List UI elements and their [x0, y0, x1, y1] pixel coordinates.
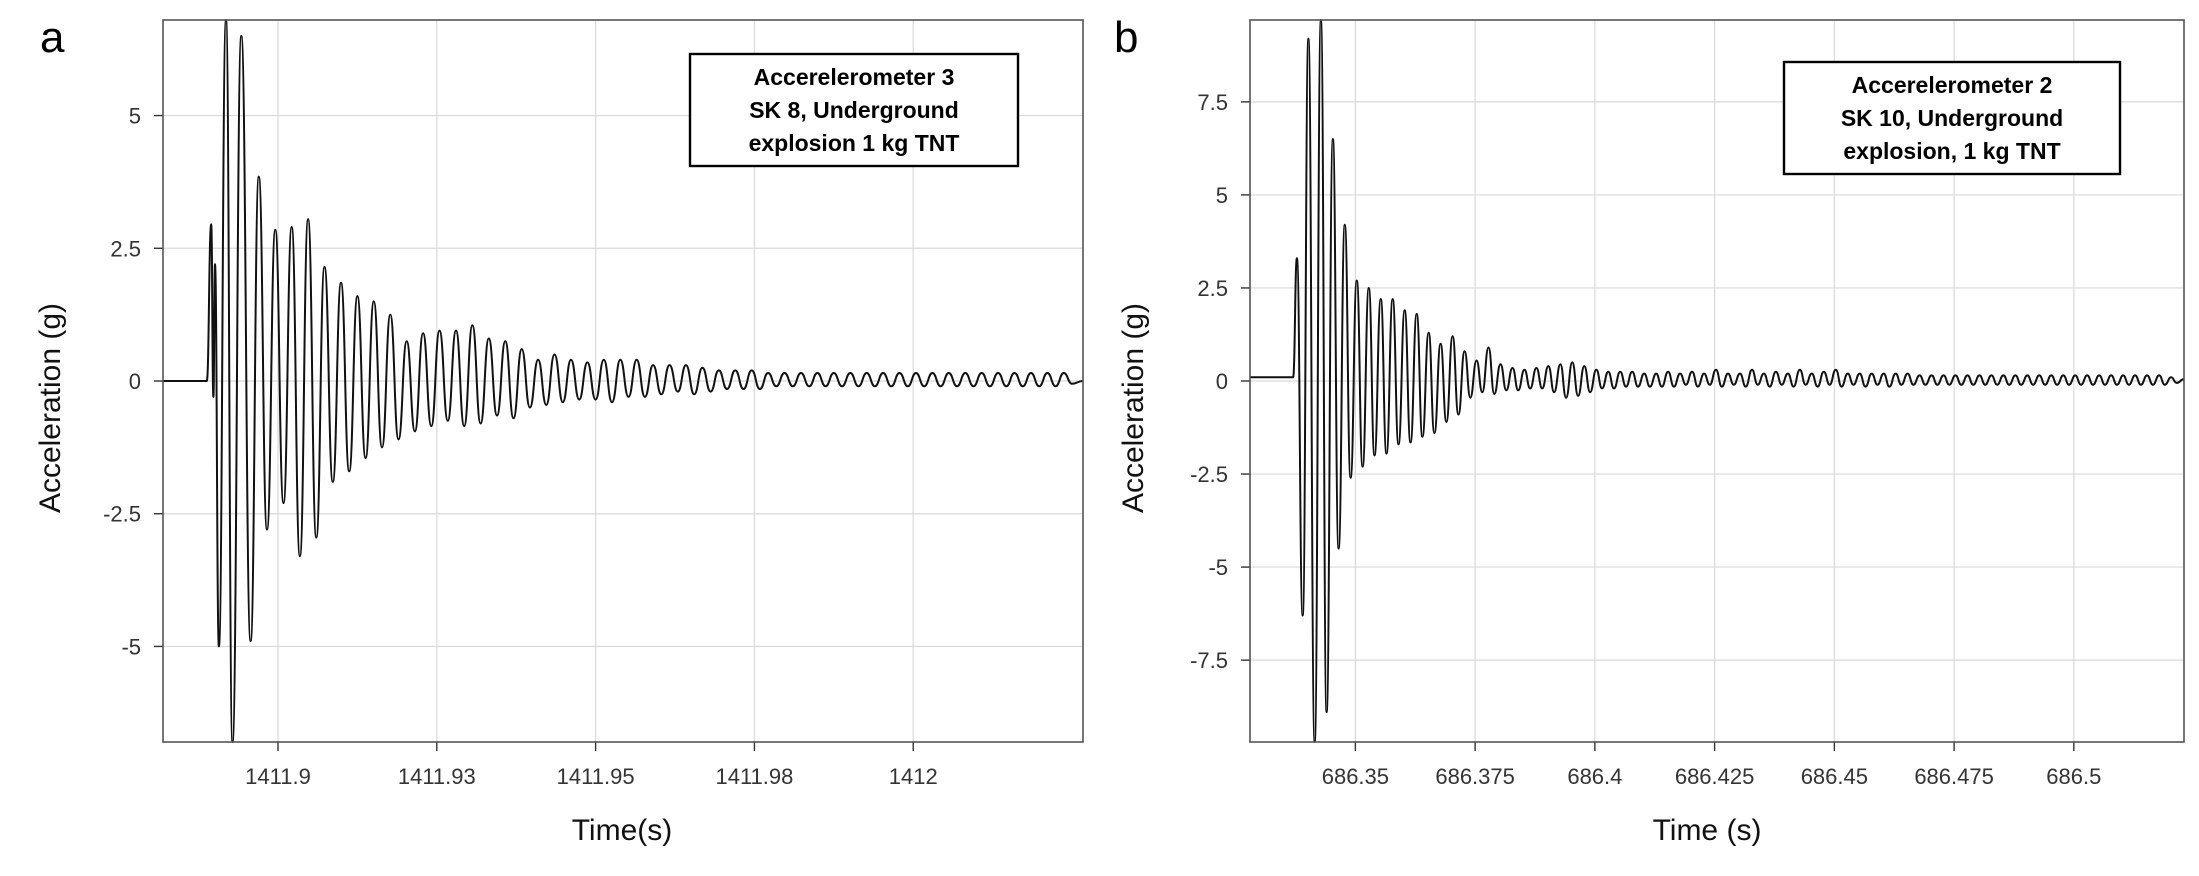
legend-line-a-3: explosion 1 kg TNT [749, 130, 960, 156]
x-tick-label-a-3: 1411.98 [715, 764, 793, 789]
y-tick-label-b-5: -5 [1208, 555, 1228, 580]
x-tick-label-a-4: 1412 [889, 764, 938, 789]
y-tick-label-b-0: 7.5 [1197, 90, 1228, 115]
y-tick-label-a-1: 2.5 [110, 236, 141, 261]
x-tick-label-a-2: 1411.95 [557, 764, 635, 789]
y-ticks-a: 5 2.5 0 -2.5 -5 [103, 104, 163, 659]
legend-line-b-3: explosion, 1 kg TNT [1843, 138, 2060, 164]
x-tick-label-b-6: 686.5 [2046, 764, 2101, 789]
y-tick-label-a-2: 0 [129, 369, 141, 394]
y-tick-label-b-3: 0 [1216, 369, 1228, 394]
grid-lines-b [1250, 20, 2184, 742]
legend-frame-a [688, 52, 1020, 168]
legend-line-a-1: Accerelerometer 3 [754, 64, 955, 90]
legend-box-b: Accerelerometer 2 SK 10, Underground exp… [1782, 60, 2122, 176]
y-tick-label-b-4: -2.5 [1190, 462, 1228, 487]
x-tick-label-b-4: 686.45 [1801, 764, 1868, 789]
x-ticks-a: 1411.9 1411.93 1411.95 1411.98 1412 [245, 742, 938, 789]
legend-box-a: Accerelerometer 3 SK 8, Underground expl… [688, 52, 1020, 168]
y-axis-title-a: Acceleration (g) [34, 303, 67, 513]
x-tick-label-a-1: 1411.93 [398, 764, 476, 789]
x-tick-label-b-0: 686.35 [1322, 764, 1389, 789]
panel-label-b: b [1114, 13, 1138, 62]
y-tick-label-b-6: -7.5 [1190, 648, 1228, 673]
y-ticks-b: 7.5 5 2.5 0 -2.5 -5 -7.5 [1190, 90, 1250, 673]
x-axis-title-a: Time(s) [572, 814, 673, 847]
y-tick-label-a-4: -5 [121, 634, 141, 659]
x-tick-label-a-0: 1411.9 [245, 764, 311, 789]
panel-label-a: a [40, 13, 65, 62]
legend-line-a-2: SK 8, Underground [749, 97, 959, 123]
y-tick-label-b-1: 5 [1216, 183, 1228, 208]
grid-lines-a [163, 20, 1083, 742]
x-tick-label-b-3: 686.425 [1675, 764, 1755, 789]
plot-frame-a [162, 19, 1084, 743]
y-tick-label-a-0: 5 [129, 104, 141, 129]
acceleration-trace-a [163, 19, 1084, 743]
legend-frame-b [1782, 60, 2122, 176]
plot-frame-b [1249, 19, 2185, 743]
y-tick-label-a-3: -2.5 [103, 502, 141, 527]
x-tick-label-b-5: 686.475 [1914, 764, 1994, 789]
y-axis-title-b: Acceleration (g) [1117, 303, 1150, 513]
x-tick-label-b-2: 686.4 [1567, 764, 1622, 789]
acceleration-trace-b [1250, 19, 2185, 743]
chart-panel-a: a 1411.9 1411.93 1411.95 1411.98 1412 5 2.5 0 -… [34, 13, 1084, 847]
chart-panel-b: b 686.35 686.375 686.4 686.425 686.45 686.475… [1114, 13, 2185, 847]
y-tick-label-b-2: 2.5 [1197, 276, 1228, 301]
x-ticks-b: 686.35 686.375 686.4 686.425 686.45 686.475 68… [1322, 742, 2101, 789]
x-tick-label-b-1: 686.375 [1435, 764, 1515, 789]
legend-line-b-2: SK 10, Underground [1841, 105, 2063, 131]
x-axis-title-b: Time (s) [1653, 814, 1762, 847]
legend-line-b-1: Accerelerometer 2 [1852, 72, 2053, 98]
